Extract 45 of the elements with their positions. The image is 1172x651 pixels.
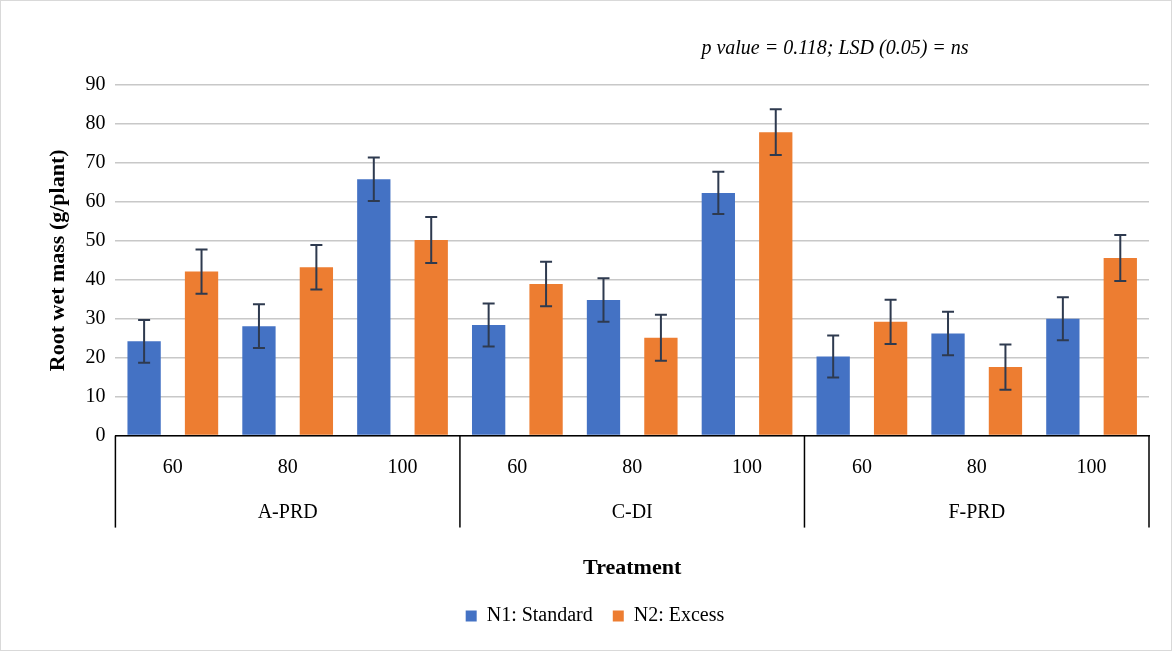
bar [242,326,276,435]
text: p value = 0.118; LSD (0.05) = ns [699,36,969,60]
bar [414,240,448,435]
legend-label: N1: Standard [486,603,593,626]
y-tick-label: 40 [85,267,106,290]
y-tick-label: 20 [85,344,106,367]
y-tick-label: 0 [95,422,106,445]
bar [988,367,1023,435]
bar [586,300,621,435]
bar [931,333,965,435]
bar [529,284,563,435]
x-tick-label: 60 [162,454,183,477]
bar [471,324,506,435]
legend-label: N2: Excess [633,603,725,626]
bar [1046,318,1080,435]
x-tick-label: 80 [277,454,298,477]
x-tick-label: 80 [966,454,987,477]
bar [184,271,219,435]
y-tick-label: 60 [85,189,106,212]
y-tick-label: 80 [85,111,106,134]
y-axis-title: Root wet mass (g/plant) [43,149,69,372]
bar [1103,257,1137,435]
bar [816,356,850,435]
x-tick-label: 100 [387,454,418,477]
bar [357,179,391,435]
x-tick-label: 60 [507,454,528,477]
x-tick-label: 100 [732,454,763,477]
bar [127,341,161,435]
bar [759,132,793,435]
text: F-PRD [948,499,1006,522]
bar [701,192,735,435]
y-tick-label: 50 [85,228,106,251]
y-tick-label: 90 [85,72,106,95]
x-tick-label: 60 [851,454,872,477]
bar [299,267,334,435]
y-tick-label: 70 [85,150,106,173]
x-axis-title: Treatment [583,554,682,580]
y-tick-label: 30 [85,305,106,328]
bar [873,321,908,435]
y-tick-label: 10 [85,383,106,406]
text: A-PRD [257,499,318,522]
bar [644,337,678,435]
x-tick-label: 80 [622,454,643,477]
text: C-DI [611,499,653,522]
x-tick-label: 100 [1076,454,1107,477]
